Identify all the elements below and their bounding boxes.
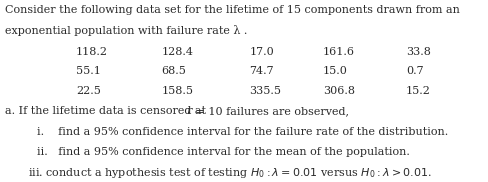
Text: 33.8: 33.8	[405, 47, 430, 57]
Text: 128.4: 128.4	[161, 47, 193, 57]
Text: Consider the following data set for the lifetime of 15 components drawn from an: Consider the following data set for the …	[5, 5, 459, 15]
Text: 335.5: 335.5	[249, 86, 281, 96]
Text: 55.1: 55.1	[76, 66, 101, 76]
Text: a. If the lifetime data is censored at: a. If the lifetime data is censored at	[5, 106, 209, 116]
Text: exponential population with failure rate λ .: exponential population with failure rate…	[5, 25, 247, 36]
Text: 17.0: 17.0	[249, 47, 274, 57]
Text: 161.6: 161.6	[322, 47, 354, 57]
Text: 0.7: 0.7	[405, 66, 423, 76]
Text: 118.2: 118.2	[76, 47, 107, 57]
Text: = 10 failures are observed,: = 10 failures are observed,	[191, 106, 348, 116]
Text: 306.8: 306.8	[322, 86, 354, 96]
Text: 74.7: 74.7	[249, 66, 273, 76]
Text: 22.5: 22.5	[76, 86, 101, 96]
Text: 158.5: 158.5	[161, 86, 193, 96]
Text: i.    find a 95% confidence interval for the failure rate of the distribution.: i. find a 95% confidence interval for th…	[37, 127, 447, 137]
Text: r: r	[185, 106, 191, 116]
Text: iii. conduct a hypothesis test of testing $H_0 : \lambda = 0.01$ versus $H_0 : \: iii. conduct a hypothesis test of testin…	[28, 166, 431, 180]
Text: 15.0: 15.0	[322, 66, 347, 76]
Text: 15.2: 15.2	[405, 86, 430, 96]
Text: 68.5: 68.5	[161, 66, 186, 76]
Text: ii.   find a 95% confidence interval for the mean of the population.: ii. find a 95% confidence interval for t…	[37, 147, 409, 157]
